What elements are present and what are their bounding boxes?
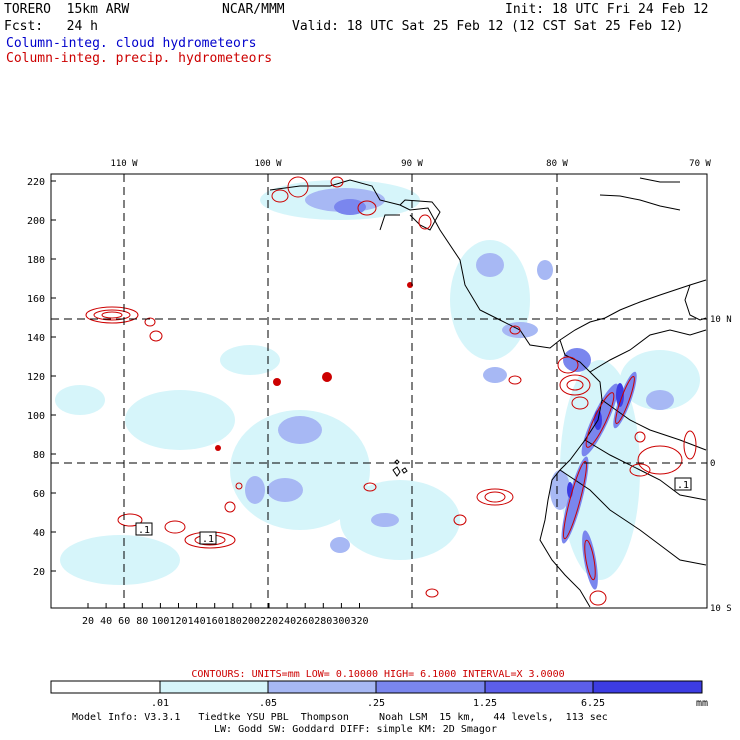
model-info-line2: LW: Godd SW: Goddard DIFF: simple KM: 2D… bbox=[214, 724, 497, 735]
lon-label: 80 W bbox=[546, 159, 568, 169]
precip-cores bbox=[215, 282, 413, 451]
latlon-grid bbox=[51, 174, 707, 608]
y-tick-label: 40 bbox=[33, 528, 45, 539]
y-tick-label: 120 bbox=[27, 372, 45, 383]
map-frame bbox=[50, 173, 708, 609]
colorbar-label: 1.25 bbox=[473, 698, 497, 709]
x-tick-label: 140 bbox=[188, 616, 206, 627]
colorbar-label: .05 bbox=[259, 698, 277, 709]
longitude-labels: 110 W 100 W 90 W 80 W 70 W bbox=[110, 159, 711, 169]
model-title: TORERO 15km ARW bbox=[4, 2, 130, 17]
x-tick-label: 260 bbox=[296, 616, 314, 627]
x-tick-label: 80 bbox=[136, 616, 148, 627]
contour-label: .1 bbox=[202, 534, 214, 545]
x-tick-label: 320 bbox=[350, 616, 368, 627]
y-tick-label: 180 bbox=[27, 255, 45, 266]
y-tick-label: 80 bbox=[33, 450, 45, 461]
x-tick-label: 40 bbox=[100, 616, 112, 627]
colorbar-label: .01 bbox=[151, 698, 169, 709]
colorbar-label: 6.25 bbox=[581, 698, 605, 709]
valid-time: Valid: 18 UTC Sat 25 Feb 12 (12 CST Sat … bbox=[292, 19, 684, 34]
y-tick-label: 60 bbox=[33, 489, 45, 500]
y-tick-labels: 220 200 180 160 140 120 100 80 60 40 20 bbox=[27, 177, 56, 578]
x-tick-label: 100 bbox=[151, 616, 169, 627]
precip-contours bbox=[85, 176, 697, 606]
x-tick-label: 60 bbox=[118, 616, 130, 627]
init-time: Init: 18 UTC Fri 24 Feb 12 bbox=[505, 2, 709, 17]
legend-precip: Column-integ. precip. hydrometeors bbox=[6, 51, 273, 66]
latitude-labels: 10 N 0 10 S bbox=[710, 315, 732, 614]
x-tick-label: 300 bbox=[332, 616, 350, 627]
x-tick-label: 200 bbox=[242, 616, 260, 627]
x-tick-label: 180 bbox=[224, 616, 242, 627]
colorbar-labels: .01 .05 .25 1.25 6.25 mm bbox=[151, 698, 708, 709]
contour-label: .1 bbox=[138, 525, 150, 536]
x-tick-label: 120 bbox=[169, 616, 187, 627]
y-tick-label: 200 bbox=[27, 216, 45, 227]
contour-label-boxes: .1 .1 .1 bbox=[135, 477, 692, 545]
y-tick-label: 220 bbox=[27, 177, 45, 188]
lat-label: 10 N bbox=[710, 315, 732, 325]
lon-label: 100 W bbox=[254, 159, 282, 169]
coastlines bbox=[269, 177, 707, 608]
model-info-line1: Model Info: V3.3.1 Tiedtke YSU PBL Thomp… bbox=[72, 712, 608, 723]
y-tick-label: 160 bbox=[27, 294, 45, 305]
contour-label: .1 bbox=[677, 480, 689, 491]
y-tick-label: 20 bbox=[33, 567, 45, 578]
x-tick-label: 220 bbox=[260, 616, 278, 627]
x-tick-label: 160 bbox=[206, 616, 224, 627]
colorbar-units: mm bbox=[696, 698, 708, 709]
lon-label: 70 W bbox=[689, 159, 711, 169]
legend-cloud: Column-integ. cloud hydrometeors bbox=[6, 36, 257, 51]
y-tick-label: 100 bbox=[27, 411, 45, 422]
colorbar-label: .25 bbox=[367, 698, 385, 709]
colorbar bbox=[50, 680, 703, 694]
forecast-hour: Fcst: 24 h bbox=[4, 19, 98, 34]
x-tick-label: 20 bbox=[82, 616, 94, 627]
contour-info: CONTOURS: UNITS=mm LOW= 0.10000 HIGH= 6.… bbox=[191, 669, 564, 680]
organization-label: NCAR/MMM bbox=[222, 2, 285, 17]
x-tick-label: 280 bbox=[314, 616, 332, 627]
y-tick-label: 140 bbox=[27, 333, 45, 344]
x-tick-label: 240 bbox=[278, 616, 296, 627]
lat-label: 0 bbox=[710, 459, 715, 469]
lon-label: 110 W bbox=[110, 159, 138, 169]
lon-label: 90 W bbox=[401, 159, 423, 169]
lat-label: 10 S bbox=[710, 604, 732, 614]
x-tick-labels: 20 40 60 80 100 120 140 160 180 200 220 240 260 280 30… bbox=[82, 603, 369, 627]
